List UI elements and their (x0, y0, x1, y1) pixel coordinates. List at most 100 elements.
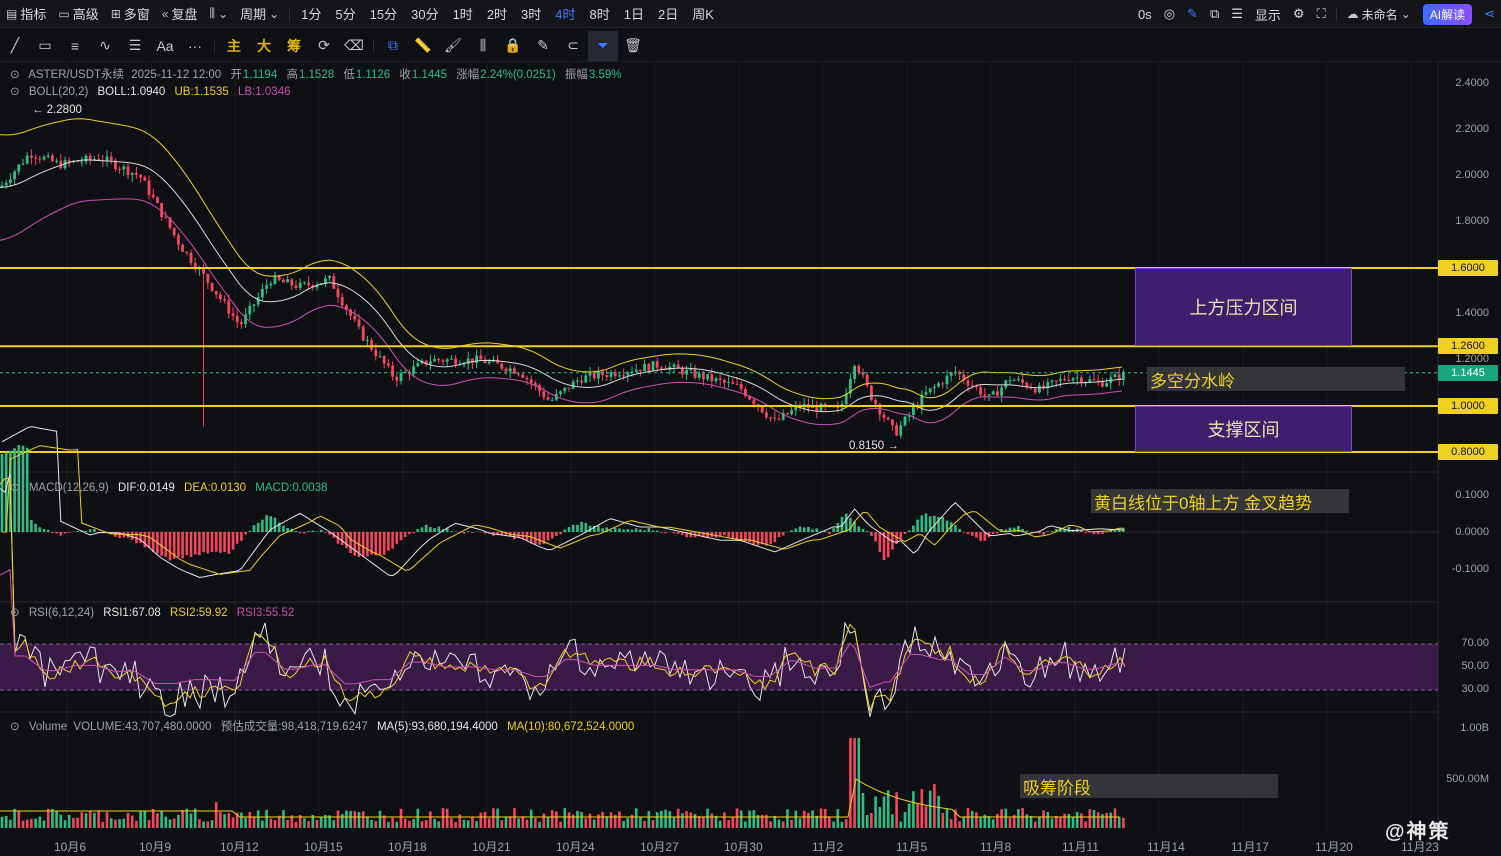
candle-body (878, 404, 882, 415)
copy-icon[interactable]: ⧉ (388, 37, 398, 53)
kline-chart[interactable] (0, 62, 1501, 856)
period-tab[interactable]: 3时 (521, 7, 542, 22)
brush-icon[interactable]: 🖌 (444, 37, 462, 53)
big-order-button[interactable]: 大 (257, 37, 271, 54)
period-tab[interactable]: 1日 (623, 7, 644, 22)
macd-histogram-bar (51, 532, 54, 533)
macd-note[interactable]: 黄白线位于0轴上方 金叉趋势 (1091, 489, 1349, 513)
macd-dea-line (2, 445, 1124, 575)
chip-button[interactable]: 筹 (287, 37, 301, 54)
replay-button[interactable]: «复盘 (161, 6, 198, 23)
macd-histogram-bar (172, 532, 176, 559)
date-tick: 10月15 (304, 840, 343, 854)
candle-body (294, 285, 298, 288)
collapse-icon[interactable]: ⊙ (10, 721, 20, 733)
period-tab[interactable]: 5分 (335, 7, 356, 22)
candles-icon[interactable]: ⫼ (479, 37, 487, 53)
macd-histogram-bar (907, 530, 911, 532)
candle-body (693, 369, 697, 378)
display-button[interactable]: 显示 (1254, 7, 1281, 23)
candle-body (933, 386, 936, 389)
period-tab[interactable]: 1分 (301, 7, 322, 22)
macd-histogram-bar (1113, 529, 1117, 532)
candle-body (88, 155, 92, 160)
candle-body (739, 384, 743, 390)
macd-histogram-bar (319, 529, 323, 532)
macd-histogram-bar (844, 513, 848, 532)
candle-body (1075, 377, 1079, 379)
period-tab[interactable]: 30分 (411, 7, 439, 22)
resistance-zone[interactable]: 上方压力区间 (1135, 268, 1352, 346)
trash-icon[interactable]: 🗑 (624, 37, 642, 53)
magnet-icon[interactable]: ⊂ (567, 37, 579, 53)
advanced-button[interactable]: ▭ 高级 (58, 6, 99, 23)
edit-icon[interactable]: ✎ (537, 37, 549, 53)
volume-bar (395, 821, 399, 828)
candle-body (613, 372, 617, 377)
text-tool-icon[interactable]: Aa (156, 37, 174, 54)
candle-body (706, 374, 709, 380)
candle-body (521, 374, 525, 378)
period-tab[interactable]: 2时 (486, 7, 508, 22)
indicators-button[interactable]: ▤ 指标 (6, 6, 47, 23)
ai-analysis-button[interactable]: AI解读 (1422, 3, 1473, 25)
macd-histogram-bar (487, 532, 491, 533)
volume-bar (1080, 813, 1083, 828)
candle-body (1113, 374, 1117, 378)
volume-bar (332, 820, 336, 828)
eraser-icon[interactable]: ⌫ (344, 37, 364, 53)
line-tool-icon[interactable]: ╱ (10, 37, 20, 53)
volume-bar (920, 789, 924, 828)
gear-icon[interactable]: ⚙ (1292, 6, 1305, 21)
collapse-icon[interactable]: ⊙ (10, 86, 20, 98)
volume-bar (315, 819, 319, 828)
macd-histogram-bar (1008, 527, 1012, 532)
volume-note[interactable]: 吸筹阶段 (1020, 774, 1278, 798)
period-tab[interactable]: 4时 (555, 7, 576, 22)
camera-icon[interactable]: ◎ (1163, 6, 1176, 21)
wave-tool-icon[interactable]: ∿ (99, 37, 111, 53)
collapse-icon[interactable]: ⊙ (10, 482, 20, 494)
candle-type-button[interactable]: ⫼ ⌄ (204, 0, 235, 28)
settings-icon[interactable]: ⊙ (10, 69, 20, 81)
list-icon[interactable]: ☰ (1231, 6, 1243, 21)
main-indicator-button[interactable]: 主 (227, 37, 241, 54)
macd-histogram-bar (387, 532, 390, 551)
refresh-icon[interactable]: ⟳ (318, 37, 330, 53)
fib-tool-icon[interactable]: ☰ (128, 37, 142, 53)
more-tools-icon[interactable]: ··· (188, 37, 202, 54)
period-tab[interactable]: 15分 (369, 7, 398, 22)
volume-bar (735, 808, 739, 828)
cloud-layout-dropdown[interactable]: ☁ 未命名 ⌄ (1346, 7, 1411, 22)
period-tab[interactable]: 8时 (589, 7, 610, 22)
ruler-icon[interactable]: 📏 (414, 37, 432, 53)
popout-icon[interactable]: ⧉ (1209, 6, 1220, 21)
cycle-dropdown[interactable]: 周期 ⌄ (240, 6, 280, 23)
date-tick: 11月14 (1147, 840, 1185, 854)
macd-histogram-bar (643, 530, 646, 532)
macd-histogram-bar (223, 532, 226, 553)
fullscreen-icon[interactable]: ⛶ (1316, 6, 1326, 21)
period-tab[interactable]: 周K (692, 7, 714, 22)
collapse-icon[interactable]: ⊙ (10, 607, 20, 619)
pen-icon[interactable]: ✎ (1187, 6, 1198, 21)
watershed-label[interactable]: 多空分水岭 (1147, 367, 1405, 391)
candle-body (231, 313, 235, 316)
macd-histogram-bar (160, 532, 163, 556)
share-icon[interactable]: ⋖ (1484, 6, 1495, 21)
macd-histogram-bar (416, 529, 420, 532)
chart-area[interactable] (0, 62, 1501, 856)
parallel-lines-icon[interactable]: ≡ (70, 37, 80, 54)
support-zone[interactable]: 支撑区间 (1135, 406, 1352, 452)
period-tab[interactable]: 2日 (657, 7, 679, 22)
volume-bar (340, 813, 344, 828)
multi-window-button[interactable]: ⊞ 多窗 (110, 6, 150, 23)
lock-icon[interactable]: 🔒 (504, 37, 522, 53)
volume-bar (983, 814, 987, 828)
rectangle-tool-icon[interactable]: ▭ (38, 37, 52, 53)
macd-histogram-bar (30, 520, 33, 532)
macd-histogram-bar (311, 530, 315, 532)
period-tab[interactable]: 1时 (452, 7, 473, 22)
filter-icon[interactable]: ⏷ (588, 30, 618, 61)
macd-histogram-bar (143, 532, 147, 548)
